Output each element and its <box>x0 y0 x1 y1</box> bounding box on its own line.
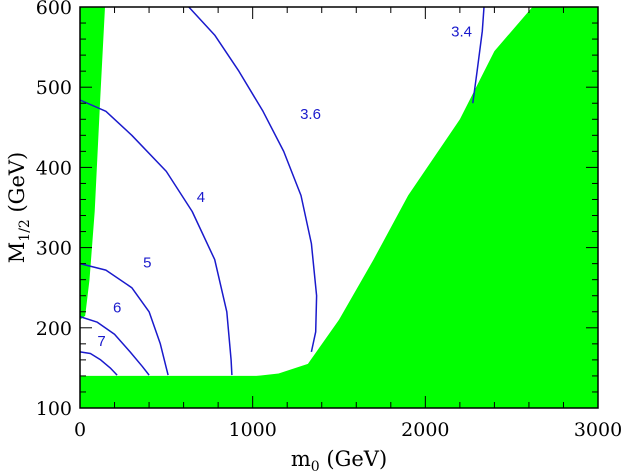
y-axis-label: M1/2 (GeV) <box>5 152 33 263</box>
left-excluded-region <box>80 7 105 320</box>
contour-lines: 76 5 4 3.6 3.4 <box>79 6 485 376</box>
contour-line-7 <box>79 351 118 376</box>
x-tick-label: 0 <box>74 419 86 441</box>
y-tick-label: 200 <box>36 318 72 340</box>
x-tick-label: 1000 <box>228 419 276 441</box>
y-tick-label: 400 <box>36 157 72 179</box>
x-axis-label: m0 (GeV) <box>291 447 387 474</box>
contour-label-6: 6 <box>113 300 121 317</box>
contour-label-7: 7 <box>97 333 105 350</box>
y-tick-label: 300 <box>36 238 72 260</box>
excluded-regions <box>80 7 598 408</box>
y-tick-label: 100 <box>36 398 72 420</box>
contour-line-6 <box>79 315 150 376</box>
contour-label-4: 4 <box>197 189 205 206</box>
x-tick-label: 2000 <box>401 419 449 441</box>
y-tick-label: 500 <box>36 77 72 99</box>
right-excluded-region <box>80 7 598 408</box>
contour-line-5 <box>79 262 169 376</box>
contour-label-3.4: 3.4 <box>451 24 472 41</box>
contour-label-5: 5 <box>143 255 151 272</box>
contour-label-3.6: 3.6 <box>300 106 321 123</box>
contour-line-3.6 <box>188 6 318 353</box>
plot-frame <box>79 6 599 409</box>
y-tick-label: 600 <box>36 0 72 19</box>
tick-labels: 0 1000 2000 3000 100 200 300 400 500 600 <box>36 0 622 441</box>
x-tick-label: 3000 <box>574 419 622 441</box>
contour-line-3.4 <box>472 6 485 104</box>
contour-line-4 <box>79 99 233 376</box>
